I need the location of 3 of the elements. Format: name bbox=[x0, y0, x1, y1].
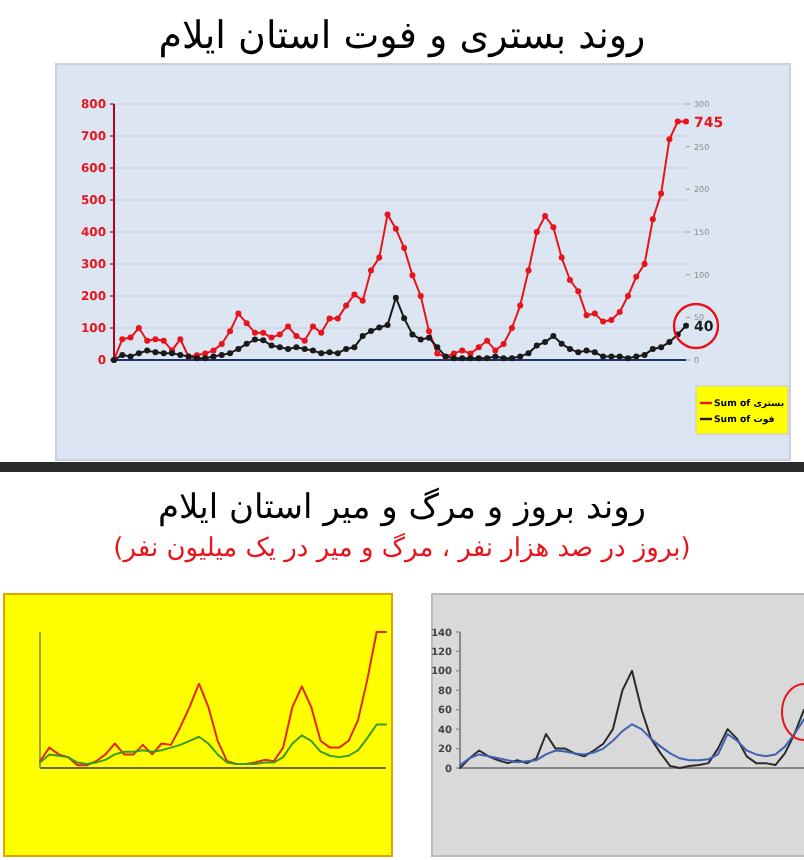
chart-title: روند بروز و مرگ و میر استان ایلام bbox=[157, 486, 647, 528]
chart-title: روند بستری و فوت استان ایلام bbox=[158, 14, 646, 58]
chart-subtitle: (بروز در صد هزار نفر ، مرگ و میر در یک میلیون نفر) bbox=[113, 532, 691, 564]
